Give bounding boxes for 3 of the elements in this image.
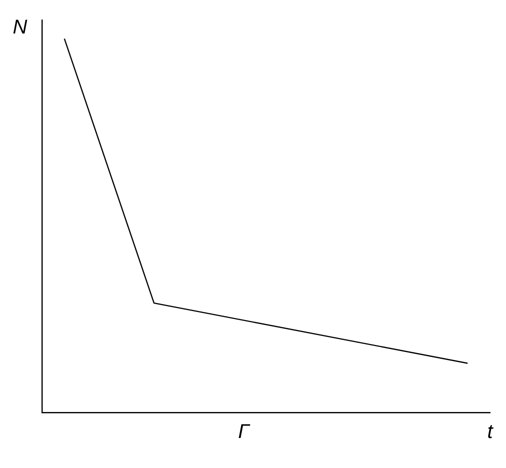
y-axis-title: N (12, 16, 28, 39)
x-axis-title: t (487, 421, 494, 444)
text: Г (238, 421, 252, 444)
